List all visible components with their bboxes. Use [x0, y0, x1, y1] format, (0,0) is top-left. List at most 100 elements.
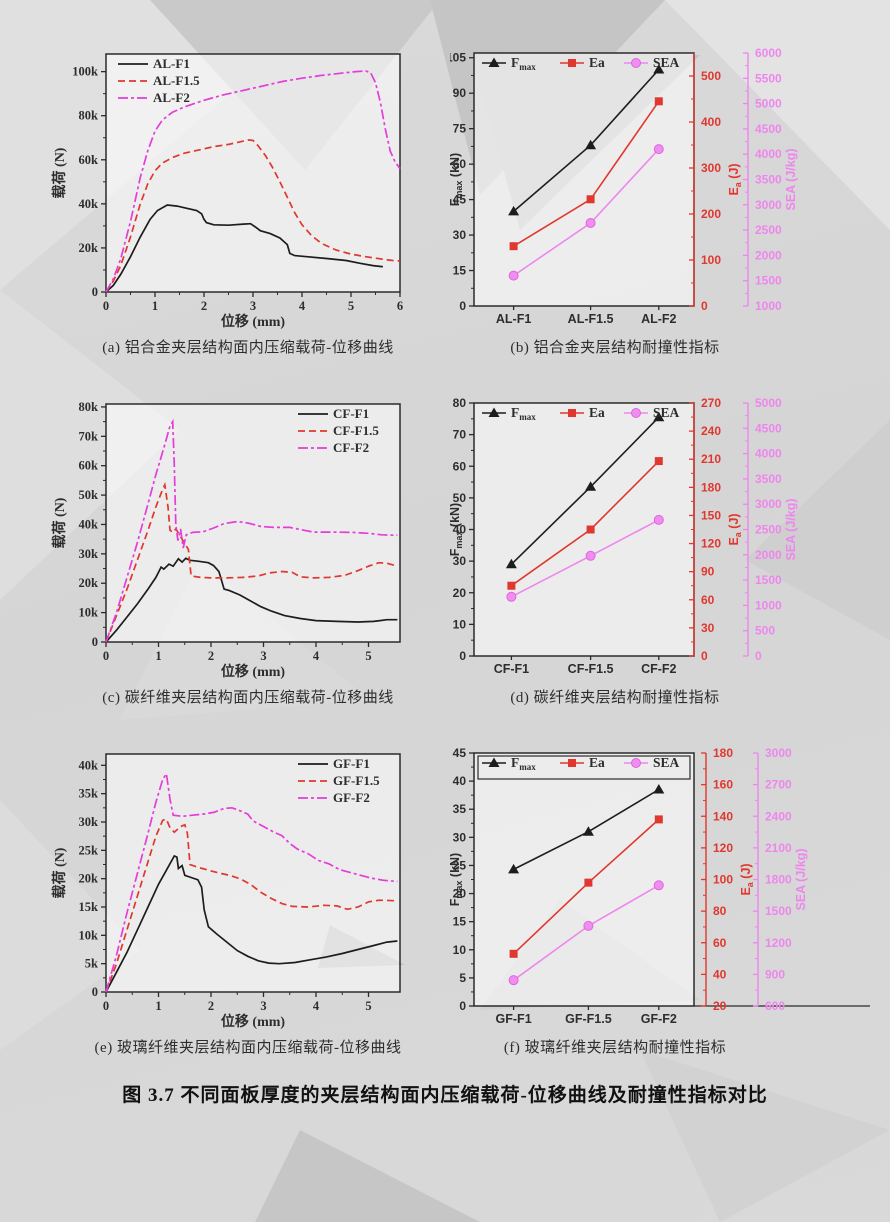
svg-text:2000: 2000: [755, 548, 782, 562]
plot-area: [474, 753, 694, 1006]
legend-label: AL-F1: [153, 56, 190, 71]
caption-a: (a) 铝合金夹层结构面内压缩载荷-位移曲线: [102, 340, 394, 356]
left-axis-label: Fmax (kN): [450, 153, 464, 206]
plot-frame: [105, 753, 401, 993]
svg-text:80: 80: [453, 396, 467, 410]
svg-text:1: 1: [155, 999, 161, 1013]
chart-a-canvas: 0 1 2 3 4 5 6 0 20k 40k 60k 80k 100k AL-F1 AL-F1.5 AL-F…: [51, 53, 403, 330]
svg-text:5500: 5500: [755, 71, 782, 85]
svg-text:100: 100: [713, 873, 733, 887]
svg-text:160: 160: [713, 778, 733, 792]
svg-text:30k: 30k: [79, 815, 99, 829]
legend-label: CF-F1.5: [333, 423, 379, 438]
svg-text:5: 5: [365, 649, 371, 663]
legend-label: CF-F1: [333, 406, 369, 421]
y-axis-label: 载荷 (N): [51, 147, 68, 198]
svg-text:1500: 1500: [755, 573, 782, 587]
plot-area: [474, 53, 694, 306]
svg-text:2700: 2700: [765, 778, 792, 792]
caption-d: (d) 碳纤维夹层结构耐撞性指标: [510, 690, 720, 706]
svg-text:2: 2: [208, 999, 214, 1013]
svg-text:70: 70: [453, 428, 467, 442]
svg-text:3500: 3500: [755, 472, 782, 486]
svg-text:5: 5: [459, 971, 466, 985]
caption-b: (b) 铝合金夹层结构耐撞性指标: [510, 340, 720, 356]
svg-text:0: 0: [92, 285, 98, 299]
plot-area: [106, 754, 400, 992]
svg-text:600: 600: [765, 999, 785, 1013]
svg-text:4: 4: [313, 649, 320, 663]
svg-text:60k: 60k: [79, 459, 99, 473]
svg-text:40k: 40k: [79, 517, 99, 531]
x-axis-label: 位移 (mm): [221, 1013, 285, 1030]
legend-label: Ea: [589, 405, 605, 420]
sea-axis-label: SEA (J/kg): [784, 148, 798, 210]
svg-text:75: 75: [453, 122, 467, 136]
chart-d-canvas: 0 10 20 30 40 50 60 70 80 Fmax (kN) CF-F1 CF-F1.5 CF…: [450, 396, 798, 676]
svg-text:6: 6: [397, 299, 403, 313]
svg-text:5: 5: [348, 299, 354, 313]
sea-axis-label: SEA (J/kg): [784, 498, 798, 560]
svg-text:2500: 2500: [755, 223, 782, 237]
svg-text:30: 30: [453, 554, 467, 568]
caption-e: (e) 玻璃纤维夹层结构面内压缩载荷-位移曲线: [94, 1040, 402, 1056]
svg-text:400: 400: [701, 115, 721, 129]
svg-text:40: 40: [453, 523, 467, 537]
svg-text:30: 30: [453, 228, 467, 242]
legend-label: CF-F2: [333, 440, 369, 455]
svg-text:90: 90: [701, 565, 715, 579]
svg-text:4: 4: [299, 299, 306, 313]
legend-label: SEA: [653, 55, 680, 70]
svg-text:80: 80: [713, 904, 727, 918]
svg-text:3000: 3000: [755, 198, 782, 212]
svg-text:30k: 30k: [79, 547, 99, 561]
svg-text:100k: 100k: [72, 65, 98, 79]
svg-text:240: 240: [701, 424, 721, 438]
legend-label: SEA: [653, 405, 680, 420]
plot-area: [106, 54, 400, 292]
svg-text:2400: 2400: [765, 809, 792, 823]
svg-text:5k: 5k: [85, 957, 98, 971]
figure-main-caption: 图 3.7 不同面板厚度的夹层结构面内压缩载荷-位移曲线及耐撞性指标对比: [122, 1085, 768, 1106]
left-axis-label: Fmax (kN): [450, 503, 464, 556]
legend-frame: [477, 755, 691, 780]
y-axis-label: 载荷 (N): [51, 847, 68, 898]
svg-text:5000: 5000: [755, 396, 782, 410]
svg-text:25: 25: [453, 858, 467, 872]
svg-text:105: 105: [450, 51, 466, 65]
category-label: AL-F2: [641, 312, 676, 326]
svg-text:2100: 2100: [765, 841, 792, 855]
svg-text:200: 200: [701, 207, 721, 221]
svg-text:15: 15: [453, 915, 467, 929]
svg-text:500: 500: [701, 69, 721, 83]
svg-text:0: 0: [459, 999, 466, 1013]
series-CF-F1.5: [105, 481, 398, 643]
legend-label: AL-F1.5: [153, 73, 200, 88]
svg-text:5000: 5000: [755, 97, 782, 111]
category-label: GF-F1.5: [565, 1012, 612, 1026]
svg-text:1500: 1500: [755, 274, 782, 288]
svg-text:40: 40: [713, 967, 727, 981]
svg-text:3500: 3500: [755, 173, 782, 187]
svg-text:20: 20: [713, 999, 727, 1013]
figure-b: 0 15 30 45 60 75 90 105 Fmax (kN) AL-F1 AL-F1.5 AL-…: [450, 38, 890, 357]
left-axis-label: Fmax (kN): [450, 853, 464, 906]
svg-text:500: 500: [755, 624, 775, 638]
series-AL-F2: [105, 70, 401, 293]
series-CF-F2: [105, 418, 398, 643]
svg-text:900: 900: [765, 967, 785, 981]
series-AL-F1.5: [105, 139, 401, 293]
svg-text:20k: 20k: [79, 872, 99, 886]
svg-text:1000: 1000: [755, 299, 782, 313]
svg-text:150: 150: [701, 508, 721, 522]
figure-f: 0 5 10 15 20 25 30 35 40 45 Fmax (kN) GF-F1 GF-F1.5 G…: [450, 738, 890, 1057]
svg-text:10k: 10k: [79, 928, 99, 942]
x-axis-label: 位移 (mm): [221, 663, 285, 680]
svg-text:80k: 80k: [79, 400, 99, 414]
svg-text:10: 10: [453, 943, 467, 957]
caption-c: (c) 碳纤维夹层结构面内压缩载荷-位移曲线: [102, 690, 394, 706]
svg-text:6000: 6000: [755, 46, 782, 60]
svg-text:4500: 4500: [755, 421, 782, 435]
svg-text:45: 45: [453, 193, 467, 207]
